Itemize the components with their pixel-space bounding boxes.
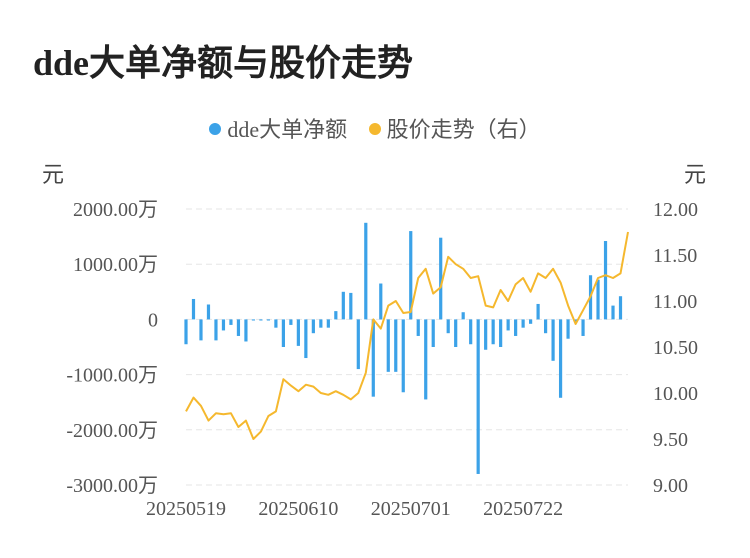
bar <box>491 319 495 345</box>
bar <box>371 319 375 397</box>
bar <box>386 319 390 372</box>
bar <box>618 296 623 320</box>
bar <box>341 291 345 320</box>
legend-line-marker-icon <box>368 123 381 135</box>
x-axis-tick-label: 20250610 <box>258 498 338 520</box>
y2-axis-tick-label: 9.00 <box>653 475 688 497</box>
bar <box>394 319 398 372</box>
y2-axis-tick-label: 9.50 <box>653 429 688 451</box>
bar <box>206 304 211 320</box>
y2-axis-tick-label: 10.00 <box>653 383 698 405</box>
x-axis-tick-label: 20250519 <box>146 498 226 520</box>
bar <box>319 319 323 328</box>
bar <box>356 319 360 370</box>
bar <box>401 319 405 393</box>
bar <box>469 319 473 345</box>
price-line <box>185 231 629 440</box>
bar <box>529 319 533 324</box>
bar <box>266 319 271 321</box>
bar <box>191 298 196 320</box>
left-axis-unit: 元 <box>42 162 65 187</box>
bar <box>566 319 570 339</box>
bar <box>184 319 188 345</box>
x-axis-tick-label: 20250701 <box>371 498 451 520</box>
bar <box>484 319 488 350</box>
bar <box>214 319 218 341</box>
bar <box>573 319 578 323</box>
bar <box>334 311 338 320</box>
bar <box>311 319 315 334</box>
bar <box>236 319 241 336</box>
y-axis-tick-label: -1000.00万 <box>66 365 158 387</box>
y2-axis-tick-label: 10.50 <box>653 337 698 359</box>
bar <box>581 319 585 336</box>
legend-bar-marker-icon <box>209 123 222 135</box>
legend-line-label: 股价走势（右） <box>386 117 541 142</box>
bar <box>521 319 525 328</box>
legend-item-line[interactable]: 股价走势（右） <box>368 112 541 144</box>
bar <box>461 312 465 320</box>
bar <box>379 283 383 320</box>
y-axis-tick-label: -2000.00万 <box>66 420 158 442</box>
bar <box>364 222 368 320</box>
bar <box>431 319 435 347</box>
y-axis-tick-label: -3000.00万 <box>66 475 158 497</box>
bar <box>304 319 308 359</box>
bar <box>281 319 285 347</box>
bar <box>251 319 256 321</box>
bar <box>326 319 330 328</box>
bar <box>416 319 420 336</box>
legend-bar-label: dde大单净额 <box>227 117 348 142</box>
bar <box>506 319 510 331</box>
right-axis-unit: 元 <box>684 162 707 187</box>
x-axis-tick-label: 20250722 <box>483 498 563 520</box>
bar <box>603 241 608 320</box>
y2-axis-tick-label: 12.00 <box>653 199 698 221</box>
y2-axis-tick-label: 11.50 <box>653 245 697 267</box>
bar <box>221 319 226 331</box>
bar <box>289 319 293 325</box>
bar <box>536 303 540 320</box>
y2-axis-tick-label: 11.00 <box>653 291 697 313</box>
bar <box>439 237 443 320</box>
bar <box>424 319 428 400</box>
legend: dde大单净额 股价走势（右） <box>0 112 750 144</box>
y-axis-tick-label: 0 <box>148 309 158 331</box>
bar <box>274 319 278 328</box>
chart-title: dde大单净额与股价走势 <box>33 43 414 83</box>
bar <box>514 319 518 336</box>
bar <box>611 305 615 320</box>
bar <box>229 319 233 325</box>
bar <box>244 319 248 342</box>
bar <box>409 231 413 320</box>
y-axis-tick-label: 2000.00万 <box>73 199 158 221</box>
bar <box>551 319 555 361</box>
bar <box>259 319 263 321</box>
y-axis-tick-label: 1000.00万 <box>73 254 158 276</box>
bar <box>558 319 563 398</box>
legend-item-bar[interactable]: dde大单净额 <box>209 112 347 144</box>
bar <box>454 319 458 347</box>
bar <box>476 319 480 474</box>
bar <box>446 319 450 334</box>
bar <box>349 292 353 320</box>
bar <box>596 279 600 320</box>
bar <box>296 319 300 346</box>
bar <box>199 319 203 341</box>
bar <box>499 319 503 347</box>
bar <box>543 319 548 334</box>
